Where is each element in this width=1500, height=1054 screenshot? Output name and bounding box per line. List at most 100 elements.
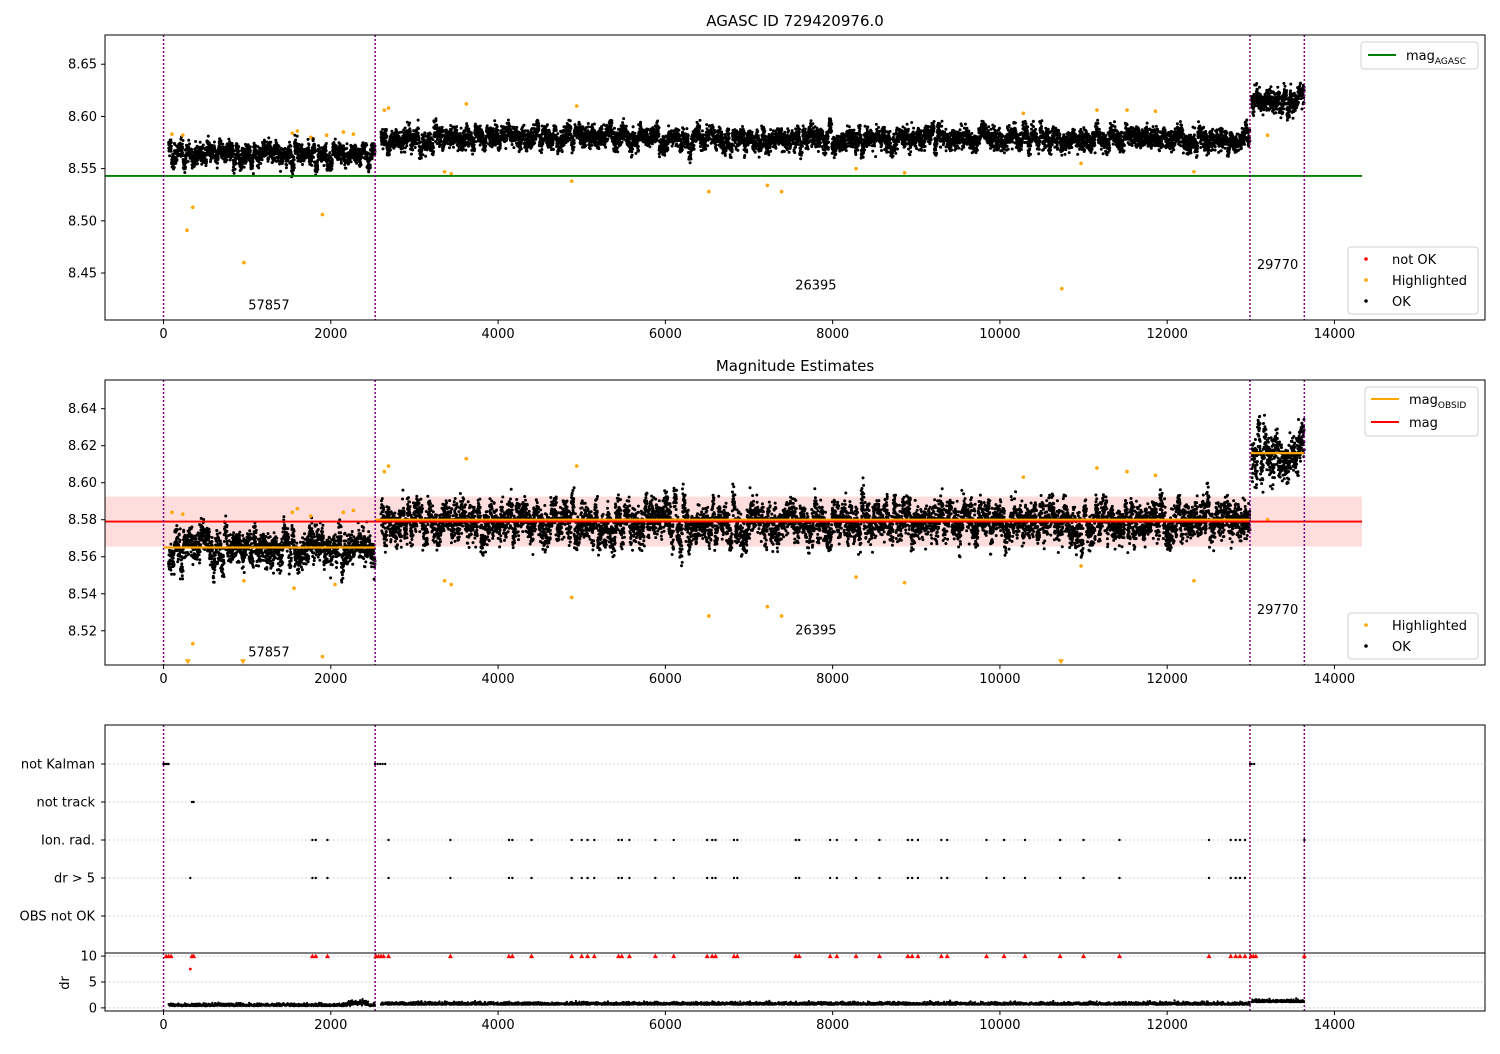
flag-point xyxy=(381,762,384,766)
flag-point xyxy=(1207,876,1211,880)
panel1-x-axis: 0 2000 4000 6000 8000 10000 12000 14000 xyxy=(159,320,1355,342)
flag-point xyxy=(192,800,195,804)
dr-clipped-marker xyxy=(386,953,392,959)
x-tick-label: 8000 xyxy=(816,672,849,687)
dr-clipped-marker xyxy=(827,953,833,959)
obsid-label: 29770 xyxy=(1257,258,1298,273)
dr-clipped-marker xyxy=(834,953,840,959)
dr-clipped-marker xyxy=(509,953,515,959)
flag-point xyxy=(985,838,988,842)
data-layer xyxy=(105,413,1363,665)
flag-point xyxy=(586,838,589,842)
y-tick-label: 8.60 xyxy=(68,476,97,491)
x-tick-label: 6000 xyxy=(649,672,682,687)
magnitude-estimates-panel: Magnitude Estimates 57857 26395 29770 0 200… xyxy=(68,357,1486,687)
dr-clipped-marker xyxy=(1117,953,1123,959)
flag-point xyxy=(620,876,624,880)
y-tick-label: 5 xyxy=(89,976,97,991)
panel2-legend-lower: Highlighted OK xyxy=(1347,612,1479,660)
highlighted-point xyxy=(449,582,454,587)
highlighted-point xyxy=(779,189,784,194)
flag-point xyxy=(383,762,387,766)
x-tick-label: 0 xyxy=(159,1018,167,1033)
dr-clipped-marker xyxy=(616,953,622,959)
x-tick-label: 0 xyxy=(159,327,167,342)
flag-point xyxy=(1058,838,1062,842)
flag-point xyxy=(672,838,675,842)
dr-clipped-marker xyxy=(1057,953,1063,959)
highlighted-point xyxy=(320,212,325,217)
y-tick-label: 8.65 xyxy=(68,58,97,73)
dr-clipped-marker xyxy=(313,953,319,959)
flag-point xyxy=(1002,876,1006,880)
y-tick-label: 8.60 xyxy=(68,110,97,125)
flag-point xyxy=(828,838,832,842)
legend-label-not-ok: not OK xyxy=(1392,253,1437,268)
flag-point xyxy=(714,876,717,880)
flag-point xyxy=(835,876,839,880)
y-tick-label: 8.56 xyxy=(68,550,97,565)
flag-point xyxy=(878,838,881,842)
flag-point xyxy=(946,876,949,880)
highlighted-point xyxy=(324,133,329,138)
legend-marker-not-ok xyxy=(1364,257,1368,261)
flag-point xyxy=(387,838,390,842)
flag-point xyxy=(314,838,317,842)
flag-point xyxy=(828,876,832,880)
flag-point xyxy=(373,762,377,766)
dr-clipped-marker xyxy=(905,953,911,959)
flag-point xyxy=(1250,762,1253,766)
dr-plot-area xyxy=(105,953,1485,1009)
flag-point xyxy=(878,876,881,880)
highlighted-point xyxy=(333,582,337,587)
flag-point xyxy=(1207,838,1211,842)
highlighted-point xyxy=(779,614,784,618)
flag-row-label: not track xyxy=(36,796,95,811)
dr-clipped-marker xyxy=(713,953,719,959)
flag-point xyxy=(1058,876,1062,880)
panel2-x-axis: 0 2000 4000 6000 8000 10000 12000 14000 xyxy=(159,665,1355,687)
highlighted-point xyxy=(464,102,469,106)
y-tick-label: 8.64 xyxy=(68,402,97,417)
highlighted-point xyxy=(290,510,295,515)
highlighted-point xyxy=(1125,469,1129,474)
legend-marker-highlighted xyxy=(1364,623,1368,627)
highlighted-point xyxy=(295,506,300,511)
dr-clipped-marker xyxy=(671,953,677,959)
agasc-magnitude-panel: AGASC ID 729420976.0 57857 26395 29770 0 20… xyxy=(68,12,1486,342)
flag-point xyxy=(1248,762,1252,766)
highlighted-point xyxy=(1095,108,1099,112)
y-tick-label: 0 xyxy=(89,1001,97,1016)
flag-point xyxy=(162,762,165,766)
highlighted-point xyxy=(569,595,574,600)
dr-clipped-marker xyxy=(381,953,387,959)
dr-clipped-marker xyxy=(579,953,585,959)
highlighted-point xyxy=(1192,169,1196,174)
dr-panel: 0 2000 4000 6000 8000 10000 12000 14000 0 5 10 dr xyxy=(58,950,1485,1033)
dr-clipped-marker xyxy=(1081,953,1087,959)
dr-clipped-marker xyxy=(626,953,632,959)
highlighted-point xyxy=(1265,517,1270,522)
flag-point xyxy=(311,876,314,880)
x-tick-label: 6000 xyxy=(649,1018,682,1033)
dr-clipped-marker xyxy=(168,953,174,959)
y-tick-label: 10 xyxy=(80,950,97,965)
dr-clipped-marker xyxy=(1206,953,1212,959)
highlighted-point xyxy=(382,108,387,112)
x-tick-label: 2000 xyxy=(314,327,347,342)
dr-clipped-marker xyxy=(1001,953,1007,959)
highlighted-point xyxy=(442,169,447,174)
highlighted-point xyxy=(574,464,579,468)
flag-point xyxy=(1002,838,1006,842)
x-tick-label: 14000 xyxy=(1314,672,1355,687)
highlighted-point xyxy=(170,132,174,136)
highlighted-point xyxy=(295,129,300,133)
highlighted-point xyxy=(569,179,574,183)
highlighted-point xyxy=(442,578,447,583)
dr-clipped-marker xyxy=(447,953,453,959)
flag-point xyxy=(906,838,910,842)
panel2-legend-upper: magOBSID mag xyxy=(1364,386,1479,437)
flag-point xyxy=(854,838,858,842)
highlighted-point xyxy=(341,130,346,134)
